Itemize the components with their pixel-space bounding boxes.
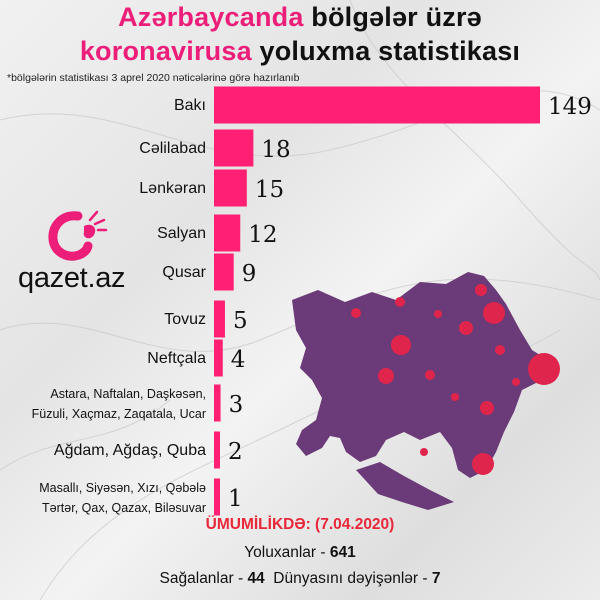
map-shape — [292, 272, 556, 510]
summary-infected: Yoluxanlar - 641 — [0, 544, 600, 562]
title-highlight-1: Azərbaycanda — [118, 2, 304, 32]
category-label: Lənkəran — [139, 180, 206, 197]
map-dot — [459, 321, 473, 335]
title-highlight-2: koronavirusa — [79, 36, 252, 66]
category-label: Ağdam, Ağdaş, Quba — [54, 442, 206, 459]
chart-title-line1: Azərbaycanda bölgələr üzrə — [0, 2, 600, 33]
infected-label: Yoluxanlar - — [244, 544, 330, 561]
bar — [214, 384, 221, 422]
map-dot — [351, 308, 361, 318]
brand-name: qazet.az — [18, 262, 126, 294]
category-label: Tərtər, Qax, Qazax, Biləsuvar — [42, 501, 206, 515]
map-dot — [420, 448, 428, 456]
bar — [214, 300, 225, 338]
map-dots — [351, 284, 560, 475]
map-dot — [434, 310, 442, 318]
bar — [214, 253, 234, 291]
bar — [214, 214, 241, 252]
bar-value-label: 4 — [231, 347, 246, 373]
category-label: Qusar — [162, 264, 206, 281]
bar — [214, 129, 254, 167]
bar-value-label: 9 — [242, 261, 257, 287]
deaths-label: Dünyasını dəyişənlər - — [264, 570, 432, 587]
bar-value-label: 12 — [248, 222, 277, 248]
map-dot — [425, 370, 435, 380]
map-dot — [495, 345, 505, 355]
bar — [214, 339, 223, 377]
category-label: Neftçala — [147, 350, 206, 367]
bar — [214, 169, 247, 207]
category-label: Cəlilabad — [139, 140, 206, 157]
map-dot — [395, 297, 405, 307]
bar-value-label: 5 — [233, 308, 248, 334]
map-dot — [483, 302, 505, 324]
category-label: Salyan — [157, 225, 206, 242]
qazet-logo-icon — [48, 210, 108, 261]
bar — [214, 86, 540, 124]
title-rest-2: yoluxma statistikası — [251, 36, 521, 66]
bar — [214, 431, 220, 469]
bar-value-label: 149 — [548, 94, 592, 120]
chart-footnote: *bölgələrin statistikası 3 aprel 2020 nə… — [7, 72, 300, 84]
title-rest-1: bölgələr üzrə — [303, 2, 482, 32]
map-dot — [472, 453, 494, 475]
summary-heading: ÜMUMİLİKDƏ: (7.04.2020) — [205, 516, 395, 533]
bar-value-label: 3 — [229, 392, 244, 418]
bar — [214, 478, 220, 516]
category-label: Masallı, Siyəsən, Xızı, Qəbələ — [39, 481, 206, 495]
bar-value-label: 15 — [255, 177, 284, 203]
category-label: Füzuli, Xaçmaz, Zaqatala, Ucar — [32, 407, 206, 421]
bar-value-label: 2 — [228, 439, 243, 465]
map-dot — [512, 378, 520, 386]
category-label: Astara, Naftalan, Daşkəsən, — [50, 387, 206, 401]
category-label: Bakı — [174, 97, 206, 114]
infected-value: 641 — [329, 544, 356, 561]
chart-title-line2: koronavirusa yoluxma statistikası — [0, 36, 600, 67]
map-dot — [475, 284, 487, 296]
map-dot — [480, 401, 494, 415]
map-dot — [378, 368, 394, 384]
map-dot — [451, 393, 459, 401]
recovered-value: 44 — [247, 570, 265, 587]
summary-recovered-deaths: Sağalanlar - 44 Dünyasını dəyişənlər - 7 — [0, 570, 600, 588]
map-dot-baku — [528, 353, 560, 385]
bar-value-label: 18 — [261, 137, 290, 163]
bar-chart: 149Bakı18Cəlilabad15Lənkəran12Salyan9Qus… — [32, 86, 592, 516]
map-dot — [391, 335, 411, 355]
bar-value-label: 1 — [228, 486, 243, 512]
recovered-label: Sağalanlar - — [159, 570, 248, 587]
deaths-value: 7 — [431, 570, 441, 587]
category-label: Tovuz — [164, 311, 206, 328]
